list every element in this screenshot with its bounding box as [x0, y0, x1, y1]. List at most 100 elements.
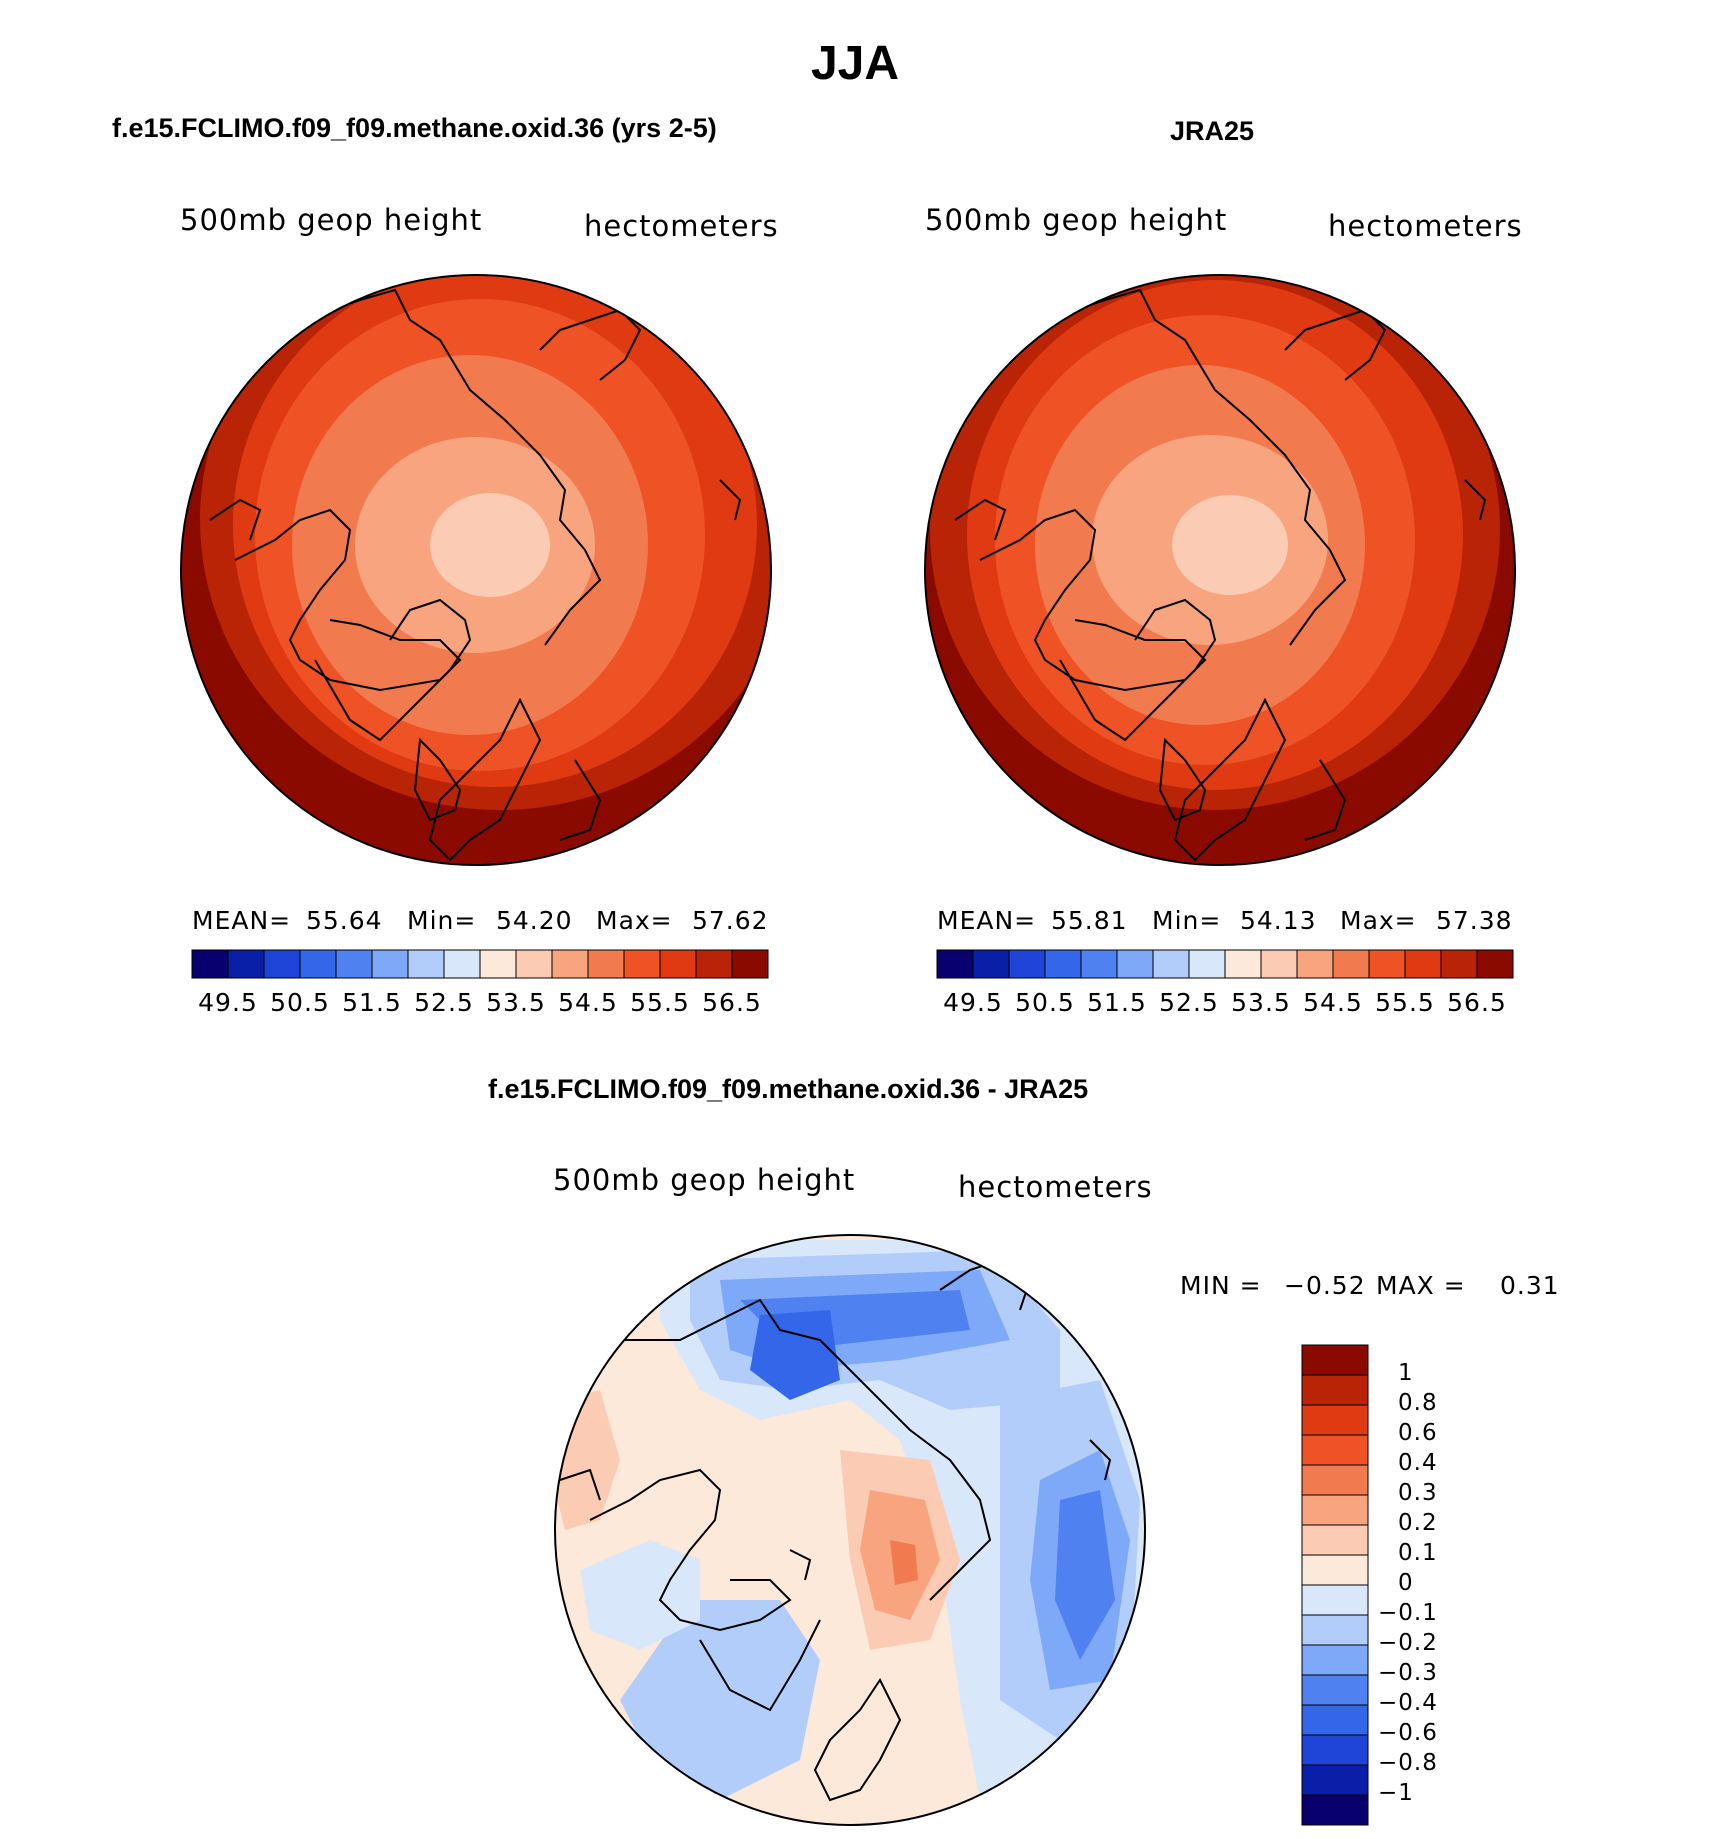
panel-obs-max-value: 57.38	[1436, 906, 1513, 935]
colorbar-tick-label: −0.2	[1378, 1630, 1438, 1656]
colorbar-tick-label: 51.5	[342, 988, 402, 1017]
colorbar-tick-label: 52.5	[414, 988, 474, 1017]
colorbar-tick-label: 0.2	[1398, 1510, 1438, 1536]
colorbar-swatch	[1224, 949, 1262, 979]
colorbar-swatch	[1301, 1434, 1369, 1466]
colorbar-swatch	[335, 949, 373, 979]
panel-diff-min-value: −0.52	[1284, 1271, 1366, 1300]
colorbar-swatch	[551, 949, 589, 979]
colorbar-swatch	[1368, 949, 1406, 979]
colorbar-tick-label: −0.8	[1378, 1750, 1438, 1776]
panel-obs-min-label: Min=	[1152, 906, 1222, 935]
colorbar-tick-label: 0.4	[1398, 1450, 1438, 1476]
panel-diff-variable-label: 500mb geop height	[553, 1163, 856, 1197]
colorbar-swatch	[1332, 949, 1370, 979]
colorbar-swatch	[1152, 949, 1190, 979]
colorbar-swatch	[936, 949, 974, 979]
panel-diff-units-label: hectometers	[958, 1170, 1153, 1204]
colorbar-swatch	[1301, 1524, 1369, 1556]
colorbar-swatch	[1301, 1344, 1369, 1376]
colorbar-swatch	[1440, 949, 1478, 979]
colorbar-swatch	[1008, 949, 1046, 979]
panel-obs-units-label: hectometers	[1328, 209, 1523, 243]
colorbar-swatch	[1301, 1494, 1369, 1526]
colorbar-tick-label: 0.1	[1398, 1540, 1438, 1566]
colorbar-swatch	[1301, 1464, 1369, 1496]
coastlines	[559, 1258, 1112, 1802]
colorbar-tick-label: −0.1	[1378, 1600, 1438, 1626]
map-boundary-circle	[180, 274, 772, 866]
colorbar-swatch	[1260, 949, 1298, 979]
colorbar-tick-label: 1	[1398, 1360, 1414, 1386]
colorbar-swatch	[191, 949, 229, 979]
colorbar-tick-label: 49.5	[198, 988, 258, 1017]
colorbar-diff	[1301, 1344, 1369, 1826]
colorbar-swatch	[659, 949, 697, 979]
colorbar-swatch	[1476, 949, 1514, 979]
colorbar-swatch	[1301, 1794, 1369, 1826]
colorbar-swatch	[1301, 1734, 1369, 1766]
panel-model-min-value: 54.20	[496, 906, 573, 935]
contour-fill-band	[1172, 495, 1288, 595]
contour-fill-band	[890, 1540, 918, 1585]
contour-fill-band	[750, 1310, 840, 1400]
colorbar-tick-label: −0.4	[1378, 1690, 1438, 1716]
colorbar-swatch	[731, 949, 769, 979]
contour-fill-band	[580, 1540, 700, 1650]
colorbar-swatch	[1301, 1644, 1369, 1676]
panel-model-max-value: 57.62	[692, 906, 769, 935]
colorbar-tick-label: −1	[1378, 1780, 1414, 1806]
colorbar-swatch	[1301, 1704, 1369, 1736]
colorbar-swatch	[695, 949, 733, 979]
colorbar-tick-label: 54.5	[558, 988, 618, 1017]
colorbar-swatch	[515, 949, 553, 979]
panel-model-units-label: hectometers	[584, 209, 779, 243]
colorbar-swatch	[443, 949, 481, 979]
colorbar-obs-tick-labels: 49.5 50.5 51.5 52.5 53.5 54.5 55.5 56.5	[937, 988, 1513, 1018]
contour-fill-band	[430, 493, 550, 597]
panel-obs-mean-label: MEAN=	[937, 906, 1037, 935]
colorbar-model	[191, 949, 769, 979]
colorbar-tick-label: 50.5	[270, 988, 330, 1017]
colorbar-tick-label: 54.5	[1303, 988, 1363, 1017]
colorbar-swatch	[1301, 1584, 1369, 1616]
colorbar-tick-label: 50.5	[1015, 988, 1075, 1017]
colorbar-swatch	[407, 949, 445, 979]
panel-model-variable-label: 500mb geop height	[180, 203, 483, 237]
colorbar-tick-label: 56.5	[702, 988, 762, 1017]
figure-title: JJA	[810, 37, 900, 90]
colorbar-diff-tick-labels: 1 0.8 0.6 0.4 0.3 0.2 0.1 0 −0.1 −0.2 −0.3 −0.4 −0.6…	[1378, 1345, 1498, 1825]
colorbar-tick-label: 53.5	[486, 988, 546, 1017]
panel-obs-min-value: 54.13	[1240, 906, 1317, 935]
panel-model-max-label: Max=	[596, 906, 673, 935]
panel-model-min-label: Min=	[407, 906, 477, 935]
colorbar-tick-label: 55.5	[1375, 988, 1435, 1017]
colorbar-swatch	[1301, 1674, 1369, 1706]
panel-obs-variable-label: 500mb geop height	[925, 203, 1228, 237]
colorbar-tick-label: 0.3	[1398, 1480, 1438, 1506]
panel-diff-max-label: MAX =	[1376, 1271, 1466, 1300]
panel-diff-max-value: 0.31	[1500, 1271, 1560, 1300]
colorbar-tick-label: 55.5	[630, 988, 690, 1017]
colorbar-swatch	[299, 949, 337, 979]
contour-fill-band	[620, 1600, 820, 1800]
colorbar-swatch	[1301, 1554, 1369, 1586]
colorbar-tick-label: 49.5	[943, 988, 1003, 1017]
colorbar-swatch	[1404, 949, 1442, 979]
map-boundary-circle	[924, 274, 1516, 866]
colorbar-tick-label: −0.3	[1378, 1660, 1438, 1686]
panel-obs-mean-value: 55.81	[1051, 906, 1128, 935]
colorbar-tick-label: 53.5	[1231, 988, 1291, 1017]
panel-model-heading: f.e15.FCLIMO.f09_f09.methane.oxid.36 (yr…	[112, 113, 717, 143]
colorbar-tick-label: 0.6	[1398, 1420, 1438, 1446]
panel-obs-heading: JRA25	[1170, 116, 1255, 146]
colorbar-tick-label: 0	[1398, 1570, 1414, 1596]
panel-model-mean-label: MEAN=	[192, 906, 292, 935]
colorbar-tick-label: 51.5	[1087, 988, 1147, 1017]
colorbar-model-tick-labels: 49.5 50.5 51.5 52.5 53.5 54.5 55.5 56.5	[192, 988, 768, 1018]
colorbar-tick-label: 0.8	[1398, 1390, 1438, 1416]
panel-model-mean-value: 55.64	[306, 906, 383, 935]
panel-diff-heading: f.e15.FCLIMO.f09_f09.methane.oxid.36 - J…	[488, 1074, 1089, 1104]
